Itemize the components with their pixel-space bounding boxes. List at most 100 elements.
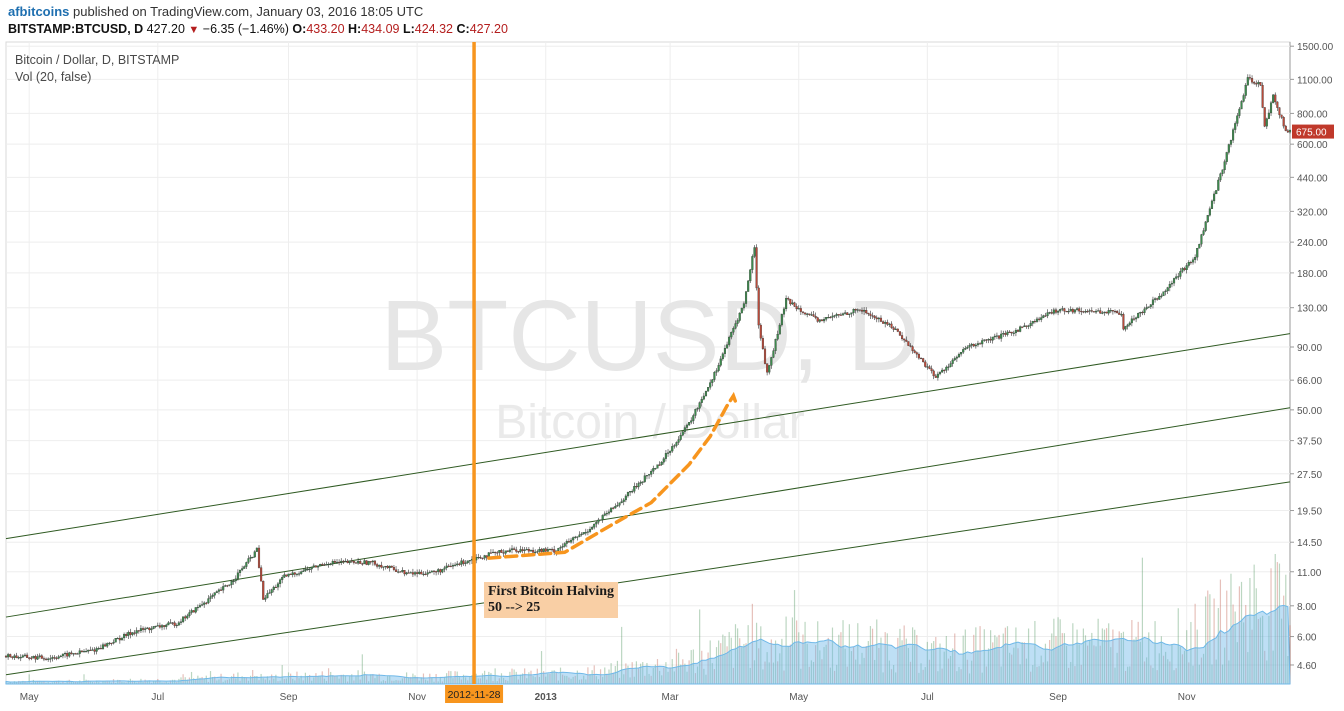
candle-body	[1021, 326, 1024, 328]
candle-body	[943, 369, 946, 371]
candle-body	[1019, 326, 1022, 332]
candle-body	[141, 628, 145, 630]
candle-body	[302, 570, 305, 572]
candle-body	[1000, 333, 1003, 339]
candle-body	[551, 549, 554, 551]
close-value: 427.20	[469, 22, 508, 36]
candle-body	[685, 424, 689, 428]
price-tick-label: 440.00	[1297, 173, 1328, 184]
candle-body	[53, 657, 56, 659]
candle-body	[342, 560, 345, 563]
candle-body	[795, 306, 798, 310]
candle-body	[538, 548, 541, 552]
halving-annotation: First Bitcoin Halving 50 --> 25	[484, 582, 618, 618]
candle-body	[1044, 315, 1047, 317]
time-tick-label: 2013	[535, 692, 558, 703]
candle-body	[283, 574, 286, 578]
candle-body	[810, 314, 813, 316]
candle-body	[926, 366, 929, 368]
candle-body	[995, 335, 998, 337]
candle-body	[1213, 193, 1216, 202]
candle-body	[863, 309, 866, 312]
candle-body	[827, 317, 830, 319]
candle-body	[806, 313, 809, 315]
price-tick-label: 130.00	[1297, 304, 1328, 315]
candle-body	[40, 655, 43, 659]
candle-body	[266, 593, 269, 599]
candle-body	[369, 561, 372, 563]
candle-body	[376, 564, 379, 567]
candle-body	[61, 653, 64, 657]
candle-body	[645, 475, 648, 477]
candle-body	[671, 446, 674, 452]
candle-body	[660, 462, 663, 465]
author-link[interactable]: afbitcoins	[8, 4, 70, 19]
candle-body	[650, 471, 653, 475]
candle-body	[867, 312, 870, 315]
candle-body	[47, 658, 50, 660]
candle-body	[236, 572, 239, 579]
candle-body	[38, 655, 41, 657]
candle-body	[268, 592, 271, 594]
candle-body	[76, 653, 79, 655]
candle-body	[1280, 114, 1283, 118]
candle-body	[287, 573, 290, 577]
candle-body	[304, 569, 307, 572]
candle-body	[1048, 312, 1051, 314]
candle-body	[15, 655, 18, 658]
candle-body	[875, 317, 878, 320]
candle-body	[654, 468, 657, 470]
candle-body	[211, 595, 214, 597]
candle-body	[629, 491, 632, 493]
published-line: afbitcoins published on TradingView.com,…	[8, 4, 423, 19]
candle-body	[780, 314, 783, 326]
candle-body	[782, 308, 786, 315]
candle-body	[1187, 262, 1190, 266]
annotation-line-1: First Bitcoin Halving	[488, 584, 614, 599]
candle-body	[215, 591, 218, 593]
candle-body	[17, 657, 20, 659]
price-tick-label: 4.60	[1297, 661, 1317, 672]
candle-body	[711, 379, 714, 383]
candle-body	[860, 309, 864, 312]
candle-body	[513, 548, 516, 550]
candle-body	[123, 634, 126, 639]
candle-body	[976, 343, 980, 346]
candle-body	[238, 569, 242, 573]
candle-body	[367, 561, 370, 565]
candle-body	[42, 658, 46, 660]
candle-body	[312, 565, 315, 568]
candle-body	[510, 548, 514, 551]
candle-body	[350, 560, 353, 562]
candle-body	[354, 562, 358, 564]
candle-body	[947, 366, 950, 368]
candle-body	[1027, 325, 1030, 327]
candle-body	[822, 319, 826, 322]
candle-body	[1286, 130, 1289, 133]
candle-body	[981, 340, 984, 345]
candle-body	[814, 315, 817, 318]
candle-body	[1067, 311, 1070, 313]
candle-body	[692, 415, 695, 421]
candle-body	[791, 302, 794, 305]
candle-body	[257, 547, 261, 568]
candle-body	[1143, 308, 1146, 313]
candle-body	[702, 395, 705, 400]
candle-body	[759, 324, 762, 339]
candle-body	[852, 309, 855, 313]
candle-body	[167, 622, 170, 626]
candle-body	[403, 570, 406, 575]
candle-body	[314, 565, 317, 568]
candle-body	[753, 247, 756, 257]
candle-body	[839, 314, 842, 316]
time-tick-label: Mar	[662, 692, 680, 703]
candle-body	[148, 627, 151, 631]
candle-body	[1276, 101, 1279, 108]
candle-body	[1151, 299, 1155, 305]
candle-body	[184, 616, 187, 619]
candle-body	[766, 363, 769, 373]
candle-body	[563, 543, 566, 547]
candle-body	[1023, 325, 1026, 328]
candle-body	[1012, 332, 1015, 334]
